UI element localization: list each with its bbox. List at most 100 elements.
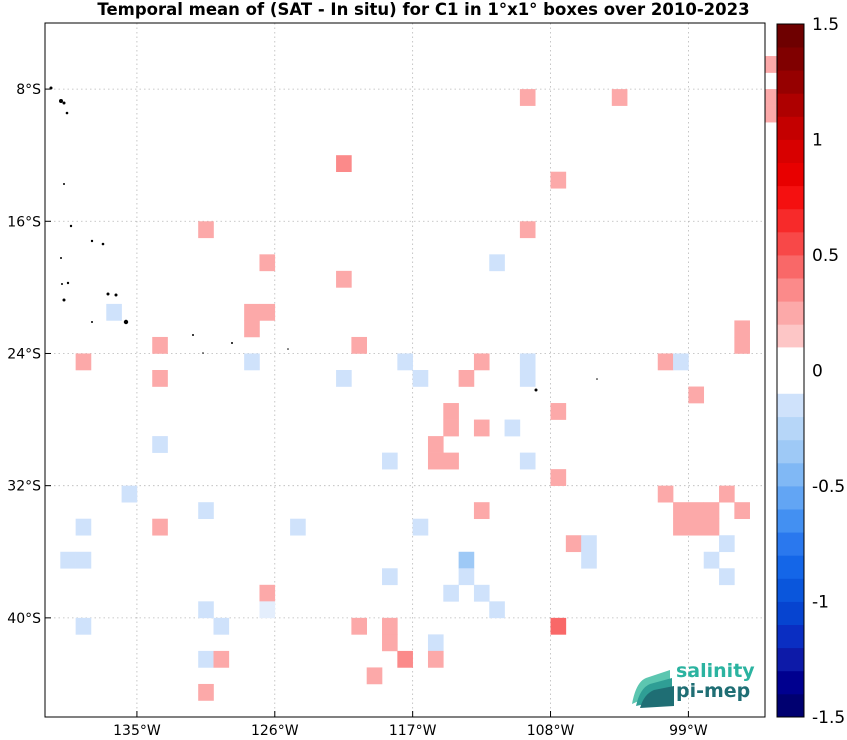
x-tick-label: 99°W <box>669 723 708 739</box>
heatmap-cell <box>688 386 705 404</box>
heatmap-cell <box>213 617 230 635</box>
colorbar-bin <box>777 93 804 117</box>
colorbar-bin <box>777 693 804 718</box>
colorbar: 1.5 1 0.5 0 -0.5 -1 -1.5 <box>776 15 845 728</box>
colorbar-bin <box>777 486 804 510</box>
heatmap-cell <box>703 518 720 536</box>
heatmap-cells <box>60 56 781 701</box>
salinity-pi-mep-logo: salinity pi-mep <box>628 660 758 708</box>
heatmap-cell <box>519 353 536 371</box>
heatmap-cell <box>106 303 122 321</box>
heatmap-cell <box>75 617 92 635</box>
heatmap-cell <box>397 650 413 668</box>
colorbar-bin <box>777 24 804 48</box>
heatmap-cell <box>382 617 398 635</box>
heatmap-cell <box>611 89 628 106</box>
x-tick-label: 135°W <box>113 723 161 739</box>
heatmap-cell <box>550 469 567 486</box>
heatmap-cell <box>60 551 76 569</box>
colorbar-tick-label: -1 <box>812 593 829 613</box>
heatmap-cell <box>336 370 352 387</box>
colorbar-bin <box>777 255 804 279</box>
colorbar-bin <box>777 231 804 256</box>
longitude-axis: 135°W 126°W 117°W 108°W 99°W <box>113 711 708 739</box>
heatmap-cell <box>688 502 705 520</box>
colorbar-bin <box>777 532 804 556</box>
colorbar-tick-label: -0.5 <box>812 477 845 497</box>
heatmap-cell <box>581 535 597 553</box>
colorbar-bin <box>777 509 804 533</box>
heatmap-cell <box>427 650 444 668</box>
heatmap-cell <box>734 502 750 520</box>
heatmap-cell <box>244 353 260 371</box>
heatmap-cell <box>473 502 490 520</box>
colorbar-tick-label: 1 <box>812 131 823 151</box>
heatmap-cell <box>489 601 505 619</box>
colorbar-bin <box>777 578 804 602</box>
heatmap-cell <box>550 403 567 420</box>
heatmap-cell <box>75 551 92 569</box>
heatmap-cell <box>719 568 735 586</box>
heatmap-cell <box>366 667 383 685</box>
colorbar-tick-label: 1.5 <box>812 15 839 35</box>
colorbar-bin <box>777 647 804 672</box>
colorbar-bin <box>777 116 804 140</box>
colorbar-bin <box>777 555 804 579</box>
heatmap-cell <box>719 485 735 503</box>
heatmap-cell <box>152 518 168 536</box>
map-frame <box>44 22 766 718</box>
heatmap-cell <box>688 518 705 536</box>
heatmap-cell <box>550 171 567 189</box>
heatmap-cell <box>673 353 689 371</box>
chart-title: Temporal mean of (SAT - In situ) for C1 … <box>97 0 750 19</box>
heatmap-cell <box>244 303 260 321</box>
heatmap-cell <box>519 89 536 106</box>
heatmap-cell <box>259 303 276 321</box>
logo-word-pimep: pi-mep <box>676 680 751 702</box>
heatmap-cell <box>198 683 214 701</box>
heatmap-cell <box>443 403 459 420</box>
heatmap-cell <box>351 336 368 354</box>
heatmap-cell <box>673 502 689 520</box>
heatmap-cell <box>152 370 168 387</box>
heatmap-cell <box>412 518 429 536</box>
colorbar-tick-label: 0.5 <box>812 246 839 266</box>
x-tick-label: 108°W <box>527 723 575 739</box>
y-tick-label: 8°S <box>16 82 41 98</box>
colorbar-bin <box>777 47 804 71</box>
heatmap-cell <box>259 584 276 602</box>
y-tick-label: 24°S <box>7 346 41 362</box>
heatmap-cell <box>198 601 214 619</box>
heatmap-cell <box>152 336 168 354</box>
heatmap-cell <box>290 518 306 536</box>
x-tick-label: 126°W <box>251 723 299 739</box>
heatmap-cell <box>673 518 689 536</box>
colorbar-bin <box>777 162 804 187</box>
heatmap-cell <box>259 254 276 272</box>
heatmap-cell <box>519 370 536 387</box>
heatmap-cell <box>427 436 444 453</box>
heatmap-cell <box>75 353 92 371</box>
heatmap-cell <box>458 551 475 569</box>
heatmap-cell <box>213 650 230 668</box>
colorbar-frame <box>776 23 805 718</box>
heatmap-cell <box>382 452 398 470</box>
heatmap-cell <box>75 518 92 536</box>
colorbar-bin <box>777 301 804 325</box>
heatmap-cell <box>565 535 582 553</box>
logo-word-salinity: salinity <box>676 660 755 682</box>
heatmap-cell <box>244 320 260 338</box>
heatmap-cell <box>336 155 352 173</box>
y-tick-label: 32°S <box>7 479 41 495</box>
heatmap-cell <box>443 452 459 470</box>
heatmap-cell <box>336 270 352 288</box>
colorbar-zero-band <box>777 347 804 394</box>
x-tick-label: 117°W <box>389 723 437 739</box>
y-tick-label: 16°S <box>7 214 41 230</box>
heatmap-cell <box>519 221 536 239</box>
heatmap-cell <box>489 254 505 272</box>
colorbar-bin <box>777 70 804 94</box>
heatmap-cell <box>443 419 459 437</box>
heatmap-cell <box>703 551 720 569</box>
